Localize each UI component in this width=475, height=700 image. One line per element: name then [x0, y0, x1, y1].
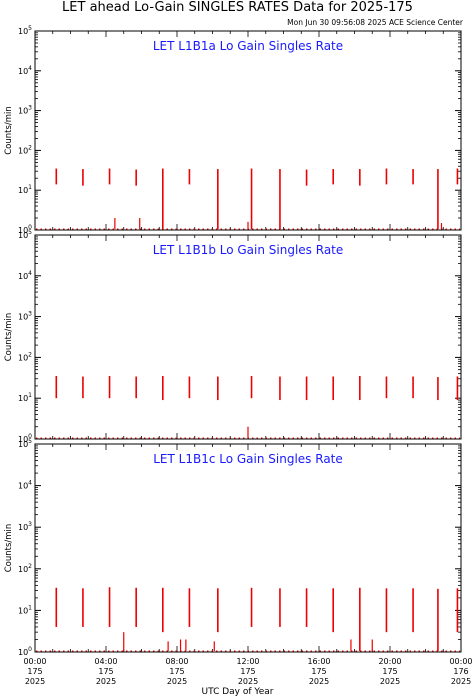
- y-tick-exponent: 4: [28, 65, 32, 72]
- x-tick-label-doy: 176: [453, 667, 468, 676]
- y-tick-exponent: 4: [28, 480, 32, 487]
- y-tick-label: 102: [18, 351, 32, 362]
- x-tick-label-doy: 175: [98, 667, 113, 676]
- x-tick-label-year: 2025: [451, 677, 471, 686]
- y-tick-exponent: 0: [28, 433, 32, 440]
- x-axis-title: UTC Day of Year: [201, 687, 274, 697]
- y-tick-label: 104: [18, 270, 32, 281]
- y-tick-exponent: 1: [28, 184, 32, 191]
- y-tick-exponent: 5: [28, 229, 32, 236]
- y-tick-exponent: 1: [28, 604, 32, 611]
- x-tick-label-time: 04:00: [94, 657, 117, 666]
- panel-title: LET L1B1b Lo Gain Singles Rate: [153, 243, 344, 257]
- plot-frame: [34, 30, 462, 231]
- x-tick-label-year: 2025: [238, 677, 258, 686]
- y-tick-exponent: 4: [28, 270, 32, 277]
- y-tick-exponent: 3: [28, 311, 32, 318]
- x-tick-label-time: 12:00: [236, 657, 259, 666]
- y-tick-label: 105: [18, 229, 32, 240]
- plot-frame: [34, 234, 462, 440]
- x-tick-label-time: 00:00: [449, 657, 472, 666]
- y-tick-label: 105: [18, 25, 32, 36]
- y-tick-label: 102: [18, 563, 32, 574]
- y-tick-exponent: 3: [28, 521, 32, 528]
- y-tick-exponent: 2: [28, 144, 32, 151]
- y-tick-label: 101: [18, 604, 32, 615]
- x-tick-label-time: 16:00: [307, 657, 330, 666]
- y-tick-label: 104: [18, 65, 32, 76]
- x-tick-label-year: 2025: [309, 677, 329, 686]
- y-tick-label: 100: [18, 433, 32, 444]
- y-tick-label: 101: [18, 392, 32, 403]
- y-tick-exponent: 0: [28, 224, 32, 231]
- x-tick-label-doy: 175: [311, 667, 326, 676]
- timestamp: Mon Jun 30 09:56:08 2025 ACE Science Cen…: [287, 18, 463, 27]
- y-tick-label: 103: [18, 311, 32, 322]
- panel-title: LET L1B1a Lo Gain Singles Rate: [153, 39, 343, 53]
- x-tick-label-doy: 175: [169, 667, 184, 676]
- y-tick-exponent: 5: [28, 438, 32, 445]
- x-tick-label-year: 2025: [380, 677, 400, 686]
- x-tick-label-year: 2025: [96, 677, 116, 686]
- y-tick-label: 100: [18, 224, 32, 235]
- x-tick-label-time: 00:00: [23, 657, 46, 666]
- y-tick-label: 105: [18, 438, 32, 449]
- y-tick-label: 100: [18, 646, 32, 657]
- x-tick-label-year: 2025: [167, 677, 187, 686]
- x-tick-label-doy: 175: [240, 667, 255, 676]
- y-tick-exponent: 2: [28, 563, 32, 570]
- plot-frame: [34, 443, 462, 653]
- y-tick-exponent: 1: [28, 392, 32, 399]
- x-tick-label-doy: 175: [382, 667, 397, 676]
- page-title: LET ahead Lo-Gain SINGLES RATES Data for…: [62, 0, 413, 15]
- x-tick-label-time: 08:00: [165, 657, 188, 666]
- y-axis-label: Counts/min: [4, 524, 14, 573]
- x-tick-label-doy: 175: [27, 667, 42, 676]
- y-tick-exponent: 5: [28, 25, 32, 32]
- y-tick-label: 102: [18, 144, 32, 155]
- y-axis-label: Counts/min: [4, 313, 14, 362]
- y-tick-exponent: 2: [28, 351, 32, 358]
- x-tick-label-time: 20:00: [378, 657, 401, 666]
- y-axis-label: Counts/min: [4, 106, 14, 155]
- panel-title: LET L1B1c Lo Gain Singles Rate: [153, 452, 343, 466]
- y-tick-exponent: 3: [28, 105, 32, 112]
- x-tick-label-year: 2025: [25, 677, 45, 686]
- y-tick-label: 104: [18, 480, 32, 491]
- y-tick-label: 103: [18, 105, 32, 116]
- y-tick-label: 101: [18, 184, 32, 195]
- y-tick-label: 103: [18, 521, 32, 532]
- y-tick-exponent: 0: [28, 646, 32, 653]
